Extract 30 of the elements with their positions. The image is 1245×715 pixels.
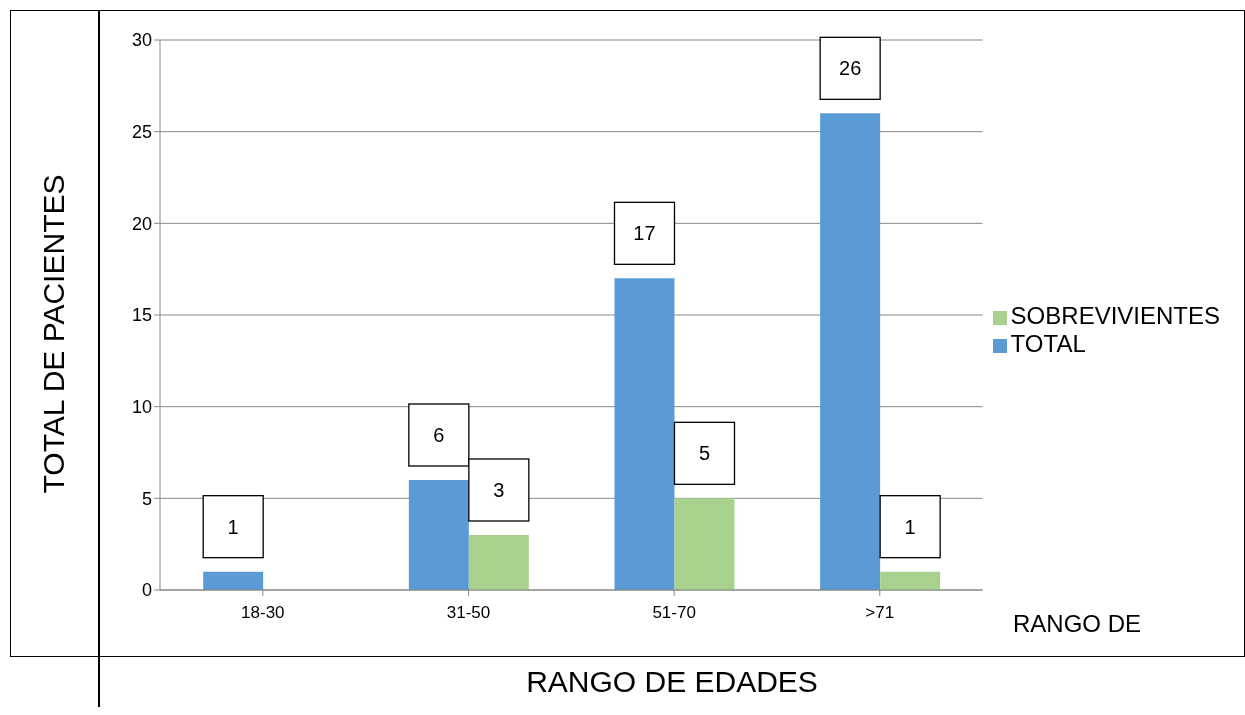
bar — [468, 535, 529, 590]
bar — [614, 278, 675, 590]
data-label: 1 — [904, 515, 916, 538]
legend-label: SOBREVIVIENTES — [1010, 302, 1220, 329]
bar — [820, 113, 881, 590]
y-tick-label: 30 — [131, 30, 152, 51]
y-tick-label: 20 — [131, 213, 152, 234]
x-tick-label: 51-70 — [652, 603, 696, 623]
legend-label: TOTAL — [1010, 330, 1086, 357]
data-label: 6 — [433, 424, 445, 446]
text: RANGO DE — [1013, 610, 1142, 638]
bar — [674, 498, 735, 590]
y-tick-label: 25 — [131, 122, 152, 143]
y-axis-title: TOTAL DE PACIENTES — [37, 174, 71, 493]
x-tick-label: 31-50 — [446, 603, 491, 623]
bar — [203, 571, 264, 590]
data-label: 5 — [698, 442, 711, 465]
bar — [408, 480, 469, 590]
y-tick-label: 10 — [131, 397, 152, 418]
bar — [880, 571, 941, 590]
data-label: 17 — [633, 222, 656, 245]
x-tick-label: >71 — [865, 603, 895, 623]
data-label: 1 — [227, 515, 239, 538]
y-tick-label: 15 — [131, 305, 152, 326]
y-tick-label: 0 — [141, 580, 152, 601]
data-label: 3 — [493, 479, 505, 501]
y-tick-label: 5 — [141, 488, 152, 509]
data-label: 26 — [839, 57, 862, 80]
x-axis-title: RANGO DE EDADES — [525, 663, 819, 700]
x-tick-label: 18-30 — [241, 603, 285, 623]
